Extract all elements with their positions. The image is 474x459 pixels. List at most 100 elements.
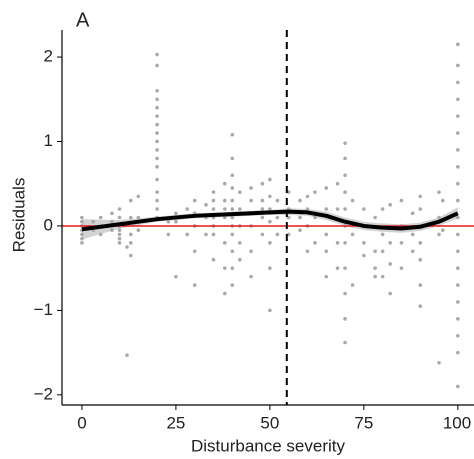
point xyxy=(249,249,253,254)
point xyxy=(117,236,122,241)
point xyxy=(230,215,235,220)
point xyxy=(456,42,460,47)
point xyxy=(192,198,197,203)
point xyxy=(324,232,329,237)
point xyxy=(373,215,377,220)
point xyxy=(350,198,355,203)
point xyxy=(110,219,114,224)
x-tick-label: 0 xyxy=(77,413,86,432)
point xyxy=(362,207,366,211)
point xyxy=(260,198,265,203)
point xyxy=(418,283,423,287)
point xyxy=(456,198,460,203)
point xyxy=(440,228,445,232)
point xyxy=(136,215,141,220)
point xyxy=(155,198,159,203)
point xyxy=(98,215,103,220)
point xyxy=(305,207,310,211)
point xyxy=(260,207,265,211)
point xyxy=(192,249,197,254)
point xyxy=(324,274,329,279)
point xyxy=(230,266,235,270)
point xyxy=(128,241,133,245)
point xyxy=(238,207,242,211)
point xyxy=(80,241,84,245)
point xyxy=(324,249,329,254)
point xyxy=(117,241,122,245)
point xyxy=(456,114,460,118)
point xyxy=(380,249,385,254)
point xyxy=(456,181,460,186)
point xyxy=(211,198,216,203)
point xyxy=(456,63,460,68)
point xyxy=(298,198,302,203)
point xyxy=(343,241,347,245)
point xyxy=(230,156,235,161)
x-tick-label: 75 xyxy=(354,413,373,432)
point xyxy=(324,207,329,211)
point xyxy=(268,241,272,245)
point xyxy=(410,232,415,237)
point xyxy=(211,207,216,211)
point xyxy=(305,194,310,199)
point xyxy=(155,156,159,161)
point xyxy=(456,350,460,355)
point xyxy=(305,249,310,254)
point xyxy=(362,253,366,258)
point xyxy=(350,232,355,237)
point xyxy=(174,219,178,224)
point xyxy=(230,207,235,211)
point xyxy=(456,300,460,304)
point xyxy=(230,249,235,254)
point xyxy=(222,207,227,211)
point xyxy=(268,308,272,313)
point xyxy=(155,97,159,102)
point xyxy=(456,148,460,152)
point xyxy=(399,241,404,245)
point xyxy=(174,274,178,279)
point xyxy=(166,232,171,237)
point xyxy=(410,249,415,254)
point xyxy=(373,274,377,279)
point xyxy=(230,132,235,137)
point xyxy=(155,177,159,182)
point xyxy=(80,215,84,220)
point xyxy=(249,198,253,203)
point xyxy=(388,241,392,245)
point xyxy=(260,232,265,237)
point xyxy=(238,257,242,262)
point xyxy=(456,283,460,287)
point xyxy=(388,203,392,207)
point xyxy=(117,215,122,220)
point xyxy=(136,228,141,232)
point xyxy=(222,241,227,245)
point xyxy=(249,186,253,190)
point xyxy=(155,63,159,68)
point xyxy=(456,131,460,135)
point xyxy=(155,105,159,110)
point xyxy=(388,262,392,266)
point xyxy=(128,253,133,258)
point xyxy=(380,207,385,211)
y-tick-label: −1 xyxy=(34,300,53,319)
point xyxy=(456,384,460,389)
x-tick-label: 50 xyxy=(260,413,279,432)
point xyxy=(313,190,317,194)
point xyxy=(260,181,265,186)
point xyxy=(456,232,460,237)
point xyxy=(155,207,159,211)
point xyxy=(155,114,159,118)
point xyxy=(456,333,460,338)
point xyxy=(125,353,129,357)
point xyxy=(456,317,460,321)
point xyxy=(440,198,445,203)
point xyxy=(324,186,329,190)
point xyxy=(155,165,159,169)
point xyxy=(343,207,347,211)
point xyxy=(343,141,347,145)
point xyxy=(343,317,347,321)
point xyxy=(335,241,340,245)
point xyxy=(268,219,272,224)
point xyxy=(222,198,227,203)
